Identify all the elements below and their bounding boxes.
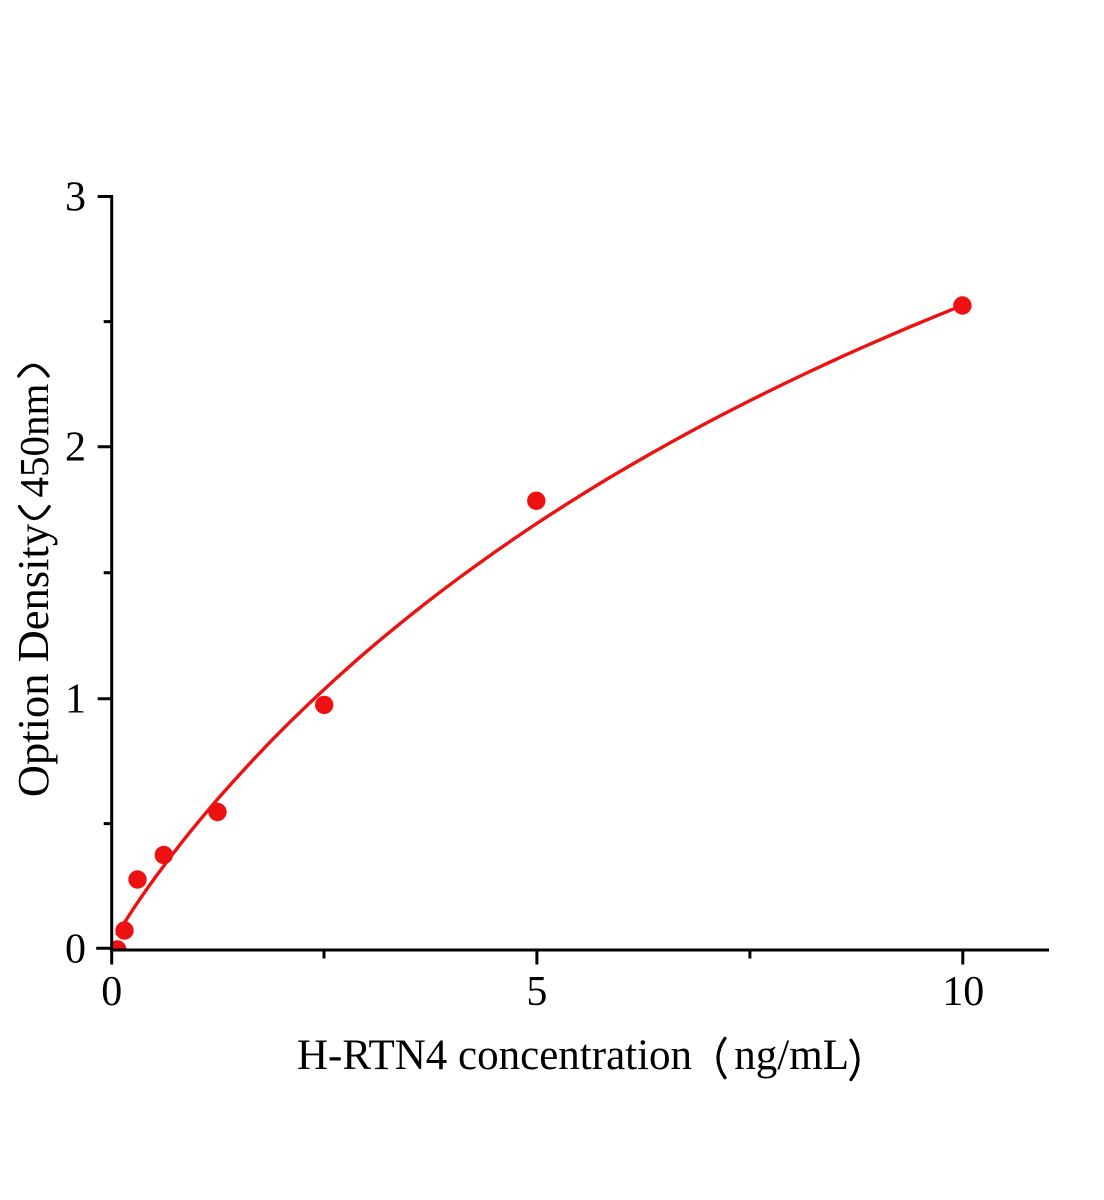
svg-text:Option Density: Option Density (8, 523, 58, 797)
svg-text:3: 3 (65, 175, 86, 221)
svg-text:2: 2 (65, 425, 86, 471)
svg-text:450nm: 450nm (11, 383, 57, 497)
svg-text:5: 5 (526, 969, 547, 1015)
svg-text:0: 0 (65, 926, 86, 972)
svg-text:0: 0 (101, 969, 122, 1015)
svg-text:10: 10 (942, 969, 984, 1015)
svg-text:ng/mL: ng/mL (734, 1032, 849, 1079)
svg-text:1: 1 (65, 677, 86, 723)
svg-text:H-RTN4 concentration: H-RTN4 concentration (297, 1032, 692, 1079)
